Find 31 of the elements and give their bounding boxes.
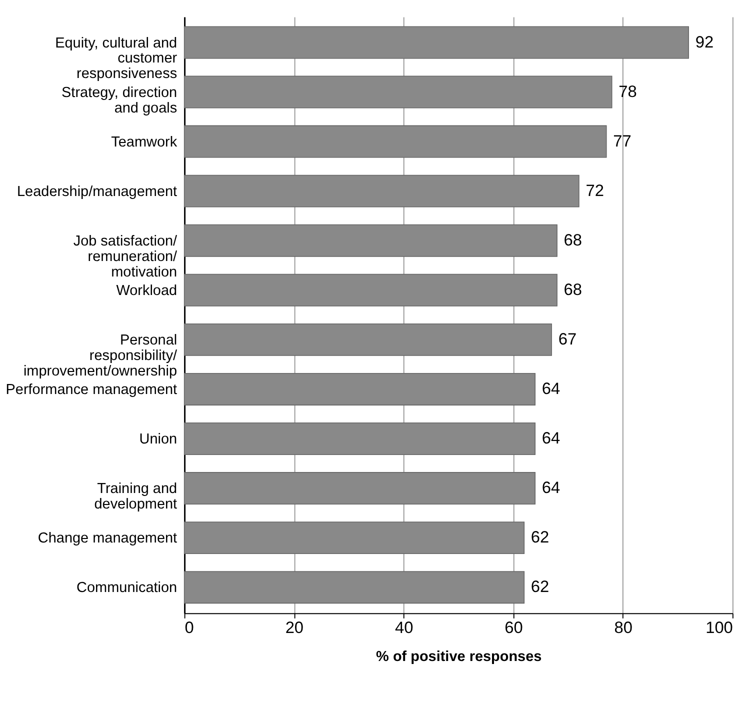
y-tick-label: Training and development <box>94 481 178 513</box>
data-label: 78 <box>618 82 637 101</box>
y-tick-label: Change management <box>38 530 178 547</box>
x-tick-label: 20 <box>285 618 304 637</box>
data-label: 62 <box>530 578 550 596</box>
y-tick-label: Personal responsibility/improvement/ownership <box>23 332 178 380</box>
y-tick-label: Performance management <box>6 382 178 398</box>
y-tick-label: Teamwork <box>111 134 178 150</box>
data-label: 67 <box>558 330 577 348</box>
data-label: 92 <box>695 33 714 52</box>
y-tick-label: Job satisfaction/remuneration/motivation <box>73 233 178 280</box>
x-axis-title: % of positive responses <box>376 648 542 665</box>
x-tick-label: 40 <box>394 618 414 637</box>
data-label: 62 <box>530 528 550 547</box>
x-tick-label: 60 <box>504 618 523 637</box>
y-tick-label: Leadership/management <box>17 184 178 200</box>
x-tick-label: 80 <box>614 618 632 637</box>
data-label: 77 <box>613 132 632 150</box>
data-label: 68 <box>564 231 582 250</box>
data-label: 64 <box>542 380 560 398</box>
y-tick-label: Equity, cultural and customer responsiveness <box>55 35 178 82</box>
x-tick-label: 0 <box>184 618 194 637</box>
x-tick-label: 100 <box>706 618 733 637</box>
data-label: 64 <box>542 479 560 498</box>
data-label: 72 <box>586 182 604 200</box>
y-tick-label: Workload <box>116 282 178 299</box>
data-label: 64 <box>542 430 560 448</box>
data-label: 68 <box>564 280 582 299</box>
y-tick-label: Communication <box>76 580 178 596</box>
y-tick-label: Union <box>139 432 178 448</box>
y-tick-label: Strategy, direction and goals <box>62 84 178 116</box>
